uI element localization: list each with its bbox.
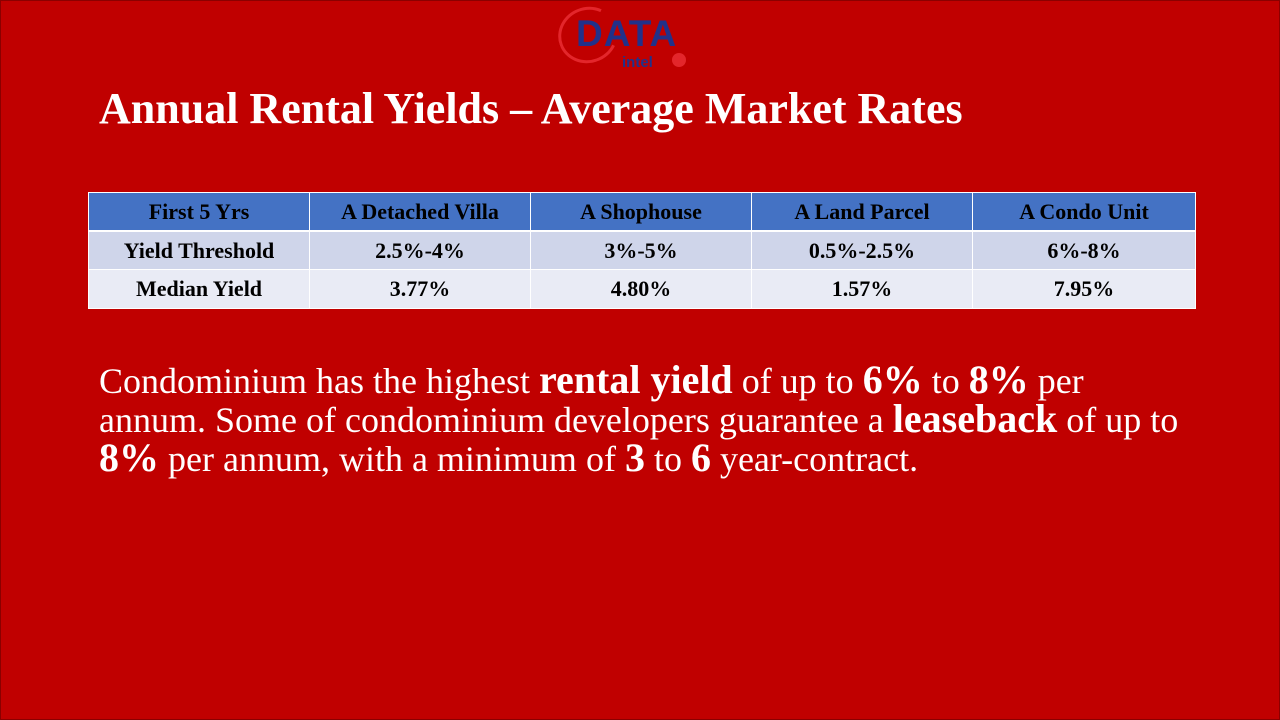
data-intel-logo: DATA intel <box>550 0 706 75</box>
paragraph-text: of up to <box>1057 400 1179 440</box>
paragraph-text: to <box>922 361 969 401</box>
table-header-cell: A Condo Unit <box>972 192 1196 232</box>
paragraph-emphasis: 3 <box>624 435 645 480</box>
rental-yields-table: First 5 Yrs A Detached Villa A Shophouse… <box>88 192 1196 309</box>
paragraph-text: to <box>644 439 691 479</box>
paragraph-emphasis: rental yield <box>538 357 733 402</box>
table-cell: 7.95% <box>972 269 1196 309</box>
paragraph-emphasis: 6 <box>690 435 711 480</box>
paragraph-text: per annum. Some of condominium developer… <box>99 361 1084 440</box>
table-cell: 6%-8% <box>972 230 1196 270</box>
paragraph-emphasis: 6% <box>862 357 923 402</box>
table-header-cell: A Land Parcel <box>751 192 973 232</box>
table-row-label: Median Yield <box>88 269 310 309</box>
table-cell: 4.80% <box>530 269 752 309</box>
paragraph-emphasis: leaseback <box>892 396 1058 441</box>
table-header-cell: A Detached Villa <box>309 192 531 232</box>
logo-wordmark: DATA <box>576 13 678 54</box>
table-cell: 3.77% <box>309 269 531 309</box>
paragraph-emphasis: 8% <box>968 357 1029 402</box>
paragraph-emphasis: 8% <box>99 435 159 480</box>
table-cell: 3%-5% <box>530 230 752 270</box>
logo-subtext: intel <box>622 54 653 71</box>
table-header-cell: A Shophouse <box>530 192 752 232</box>
table-row: Yield Threshold 2.5%-4% 3%-5% 0.5%-2.5% … <box>88 230 1196 270</box>
logo-dot-icon <box>672 53 686 67</box>
slide-title: Annual Rental Yields – Average Market Ra… <box>99 84 963 133</box>
table-cell: 2.5%-4% <box>309 230 531 270</box>
table-header-row: First 5 Yrs A Detached Villa A Shophouse… <box>88 192 1196 232</box>
table-header-cell: First 5 Yrs <box>88 192 310 232</box>
paragraph-text: year-contract. <box>710 439 919 479</box>
paragraph-text: of up to <box>732 361 863 401</box>
table-cell: 1.57% <box>751 269 973 309</box>
summary-paragraph: Condominium has the highest rental yield… <box>99 360 1199 480</box>
table-cell: 0.5%-2.5% <box>751 230 973 270</box>
table-row: Median Yield 3.77% 4.80% 1.57% 7.95% <box>88 269 1196 309</box>
paragraph-text: per annum, with a minimum of <box>159 439 625 479</box>
table-row-label: Yield Threshold <box>88 230 310 270</box>
paragraph-text: Condominium has the highest <box>99 361 539 401</box>
